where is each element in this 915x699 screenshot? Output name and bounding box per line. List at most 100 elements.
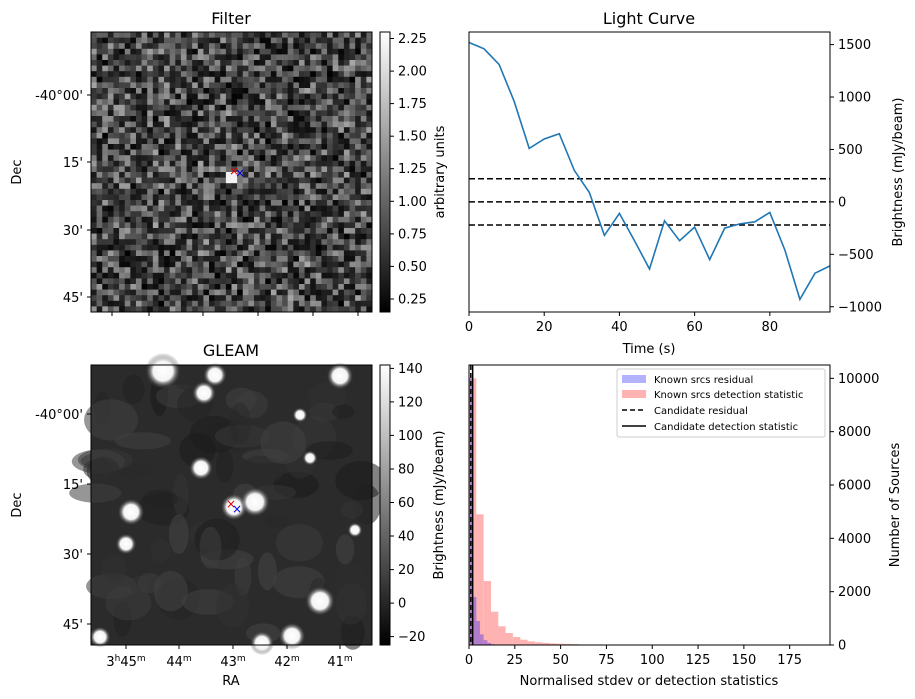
filter-pixel xyxy=(220,71,227,78)
filter-pixel xyxy=(119,250,126,257)
filter-pixel xyxy=(214,289,221,296)
filter-pixel xyxy=(366,149,373,156)
filter-pixel xyxy=(310,300,317,307)
filter-pixel xyxy=(259,228,266,234)
filter-pixel xyxy=(124,48,131,55)
filter-pixel xyxy=(220,54,227,61)
filter-pixel xyxy=(253,267,260,274)
filter-pixel xyxy=(175,104,182,111)
x-tick-label: 0 xyxy=(465,653,473,668)
filter-pixel xyxy=(237,160,244,167)
filter-pixel xyxy=(130,93,137,100)
filter-pixel xyxy=(310,183,317,190)
filter-pixel xyxy=(192,43,199,50)
filter-pixel xyxy=(141,244,148,251)
filter-pixel xyxy=(343,48,350,55)
filter-pixel xyxy=(248,82,255,89)
filter-pixel xyxy=(315,65,322,72)
filter-pixel xyxy=(141,116,148,122)
filter-pixel xyxy=(259,93,266,100)
filter-pixel xyxy=(298,149,305,156)
colorbar-tick-label: 1.75 xyxy=(398,97,427,112)
filter-pixel xyxy=(107,306,114,313)
filter-pixel xyxy=(282,300,288,307)
filter-pixel xyxy=(327,138,333,145)
filter-pixel xyxy=(203,37,210,44)
filter-pixel xyxy=(130,172,137,178)
filter-pixel xyxy=(135,88,142,94)
filter-pixel xyxy=(315,233,322,240)
filter-pixel xyxy=(197,99,204,106)
filter-pixel xyxy=(349,32,356,38)
filter-pixel xyxy=(130,295,137,302)
filter-pixel xyxy=(214,284,221,290)
filter-pixel xyxy=(293,239,300,246)
filter-pixel xyxy=(135,306,142,313)
filter-pixel xyxy=(186,37,193,44)
filter-pixel xyxy=(214,104,221,111)
filter-pixel xyxy=(360,166,367,173)
filter-pixel xyxy=(310,132,317,139)
filter-pixel xyxy=(282,200,288,206)
filter-pixel xyxy=(130,99,137,106)
filter-pixel xyxy=(220,244,227,251)
filter-pixel xyxy=(124,138,131,145)
filter-pixel xyxy=(130,32,137,38)
filter-pixel xyxy=(332,216,339,223)
filter-pixel xyxy=(349,116,356,122)
filter-pixel xyxy=(164,160,170,167)
filter-pixel xyxy=(107,132,114,139)
filter-pixel xyxy=(332,300,339,307)
filter-pixel xyxy=(113,228,120,234)
filter-pixel xyxy=(327,183,333,190)
gleam-dec-tick: 45' xyxy=(63,618,83,633)
filter-pixel xyxy=(248,177,255,184)
filter-pixel xyxy=(175,200,182,206)
filter-pixel xyxy=(349,127,356,134)
filter-pixel xyxy=(315,172,322,178)
filter-pixel xyxy=(197,233,204,240)
filter-pixel xyxy=(327,261,333,268)
filter-pixel xyxy=(366,194,373,201)
filter-pixel xyxy=(242,205,249,212)
filter-pixel xyxy=(343,244,350,251)
filter-pixel xyxy=(135,183,142,190)
filter-pixel xyxy=(310,88,317,94)
filter-pixel xyxy=(270,284,277,290)
filter-pixel xyxy=(169,295,176,302)
filter-pixel xyxy=(237,244,244,251)
filter-pixel xyxy=(209,149,215,156)
filter-pixel xyxy=(327,54,333,61)
filter-pixel xyxy=(366,54,373,61)
filter-pixel xyxy=(270,188,277,195)
filter-pixel xyxy=(327,278,333,285)
filter-pixel xyxy=(259,256,266,262)
filter-pixel xyxy=(310,306,317,313)
filter-pixel xyxy=(130,149,137,156)
filter-pixel xyxy=(327,110,333,117)
gleam-image xyxy=(69,353,387,655)
filter-pixel xyxy=(113,88,120,94)
filter-pixel xyxy=(130,306,137,313)
filter-pixel xyxy=(338,48,345,55)
filter-pixel xyxy=(164,183,170,190)
filter-pixel xyxy=(349,261,356,268)
filter-pixel xyxy=(180,250,187,257)
filter-pixel xyxy=(147,99,154,106)
filter-pixel xyxy=(315,188,322,195)
filter-pixel xyxy=(175,278,182,285)
filter-pixel xyxy=(315,60,322,66)
gleam-ra-tick: 41m xyxy=(327,654,352,670)
filter-pixel xyxy=(259,194,266,201)
filter-pixel xyxy=(321,54,328,61)
filter-pixel xyxy=(276,289,283,296)
filter-pixel xyxy=(282,54,288,61)
filter-pixel xyxy=(248,250,255,257)
filter-pixel xyxy=(265,99,272,106)
filter-pixel xyxy=(91,205,97,212)
filter-pixel xyxy=(141,76,148,83)
filter-pixel xyxy=(360,116,367,122)
filter-pixel xyxy=(119,267,126,274)
filter-pixel xyxy=(259,104,266,111)
filter-pixel xyxy=(321,172,328,178)
